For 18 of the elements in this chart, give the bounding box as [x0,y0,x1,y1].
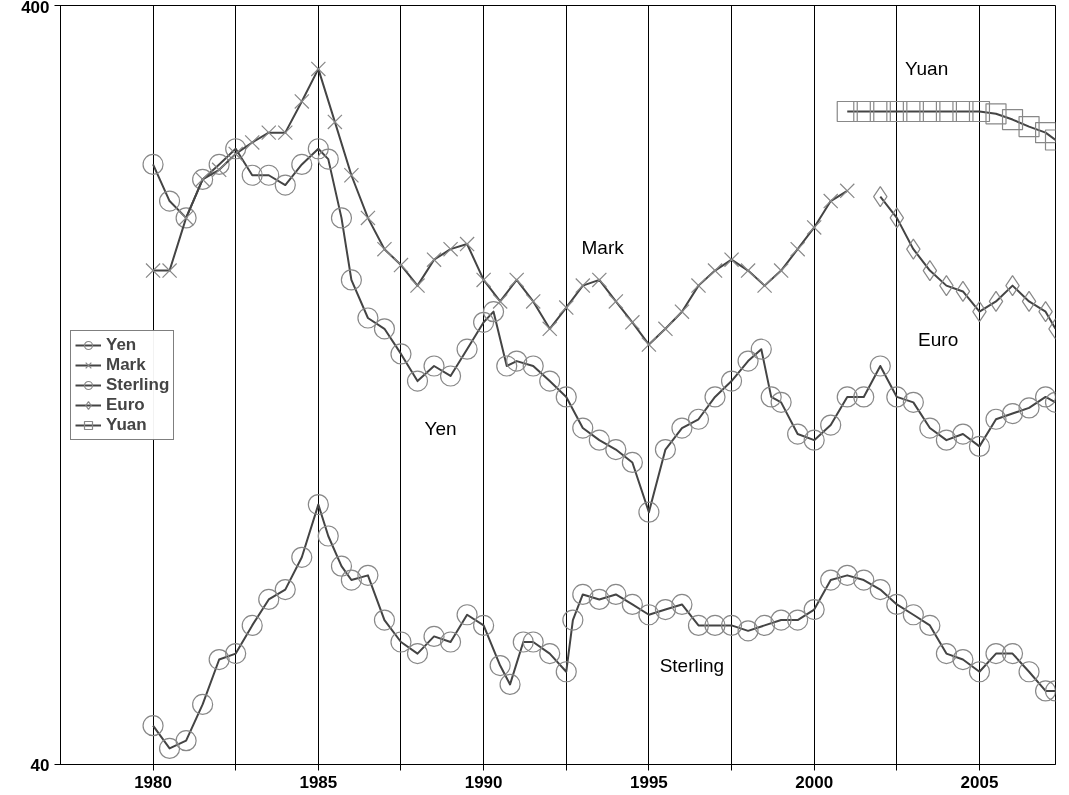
y-tick-label: 40 [30,755,50,775]
x-tick-label: 1985 [299,772,338,792]
annotation: Yen [424,417,457,439]
legend-label: Yen [106,334,137,355]
x-tick-label: 1990 [464,772,503,792]
legend-label: Sterling [106,374,170,395]
x-tick-label: 2005 [960,772,999,792]
annotation: Mark [581,236,625,258]
x-tick-label: 1980 [134,772,172,792]
annotation: Yuan [904,58,949,80]
legend-label: Euro [106,394,145,415]
x-tick-label: 2000 [795,772,834,792]
annotation: Sterling [659,655,725,677]
legend-label: Yuan [106,414,147,435]
legend-label: Mark [106,354,146,375]
annotation: Euro [918,329,959,351]
x-tick-label: 1995 [630,772,668,792]
y-tick-label: 400 [21,0,50,17]
